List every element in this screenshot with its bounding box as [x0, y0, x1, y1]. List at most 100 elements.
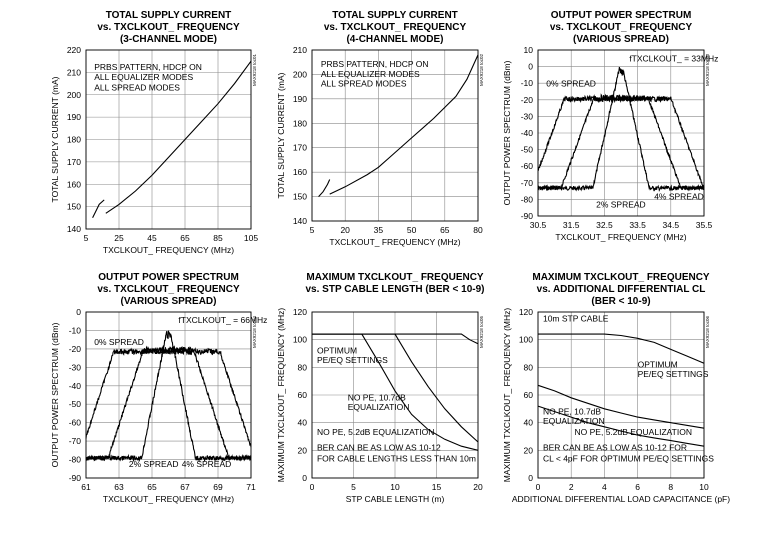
y-tick-label: -20 [69, 344, 82, 354]
annotation: BER CAN BE AS LOW AS 10-12 FOR [543, 442, 687, 452]
x-axis-label: TXCLKOUT_ FREQUENCY (MHz) [329, 237, 460, 247]
annotation: ALL EQUALIZER MODES [94, 72, 193, 82]
annotation: 0% SPREAD [94, 337, 144, 347]
x-axis-label: STP CABLE LENGTH (m) [346, 494, 445, 504]
chart-title-line: vs. TXCLKOUT_ FREQUENCY [550, 22, 693, 33]
y-tick-label: -90 [521, 211, 534, 221]
y-axis-label: TOTAL SUPPLY CURRENT (mA) [276, 72, 286, 198]
annotation: ALL EQUALIZER MODES [321, 69, 420, 79]
series-line-2 [329, 54, 479, 195]
y-tick-label: 0 [528, 473, 533, 483]
y-tick-label: -70 [69, 436, 82, 446]
x-tick-label: 0 [310, 482, 315, 492]
series-line-2 [537, 93, 705, 191]
chart-title-line: OUTPUT POWER SPECTRUM [551, 10, 692, 21]
y-axis-label: OUTPUT POWER SPECTRUM (dBm) [50, 322, 60, 467]
annotation: PRBS PATTERN, HDCP ON [321, 59, 429, 69]
annotation: OPTIMUM [638, 359, 678, 369]
chart-title-line: TOTAL SUPPLY CURRENT [332, 10, 458, 21]
y-tick-label: -80 [521, 194, 534, 204]
y-tick-label: 0 [302, 473, 307, 483]
y-tick-label: 170 [293, 143, 307, 153]
chart-title-line: (VARIOUS SPREAD) [121, 296, 217, 307]
x-tick-label: 30.5 [530, 220, 547, 230]
x-tick-label: 61 [81, 482, 91, 492]
series-line-2 [537, 384, 705, 429]
y-tick-label: -60 [69, 418, 82, 428]
x-tick-label: 32.5 [596, 220, 613, 230]
y-tick-label: 20 [298, 445, 308, 455]
figure-code: MAX9218 toc04 [252, 315, 257, 348]
y-tick-label: 150 [293, 192, 307, 202]
y-tick-label: 10 [524, 45, 534, 55]
chart-title-line: TOTAL SUPPLY CURRENT [106, 10, 232, 21]
x-tick-label: 5 [84, 233, 89, 243]
figure-code: MAX9218 toc01 [252, 53, 257, 86]
y-tick-label: 200 [293, 69, 307, 79]
x-tick-label: 65 [440, 225, 450, 235]
y-tick-label: -70 [521, 178, 534, 188]
x-tick-label: 63 [114, 482, 124, 492]
y-axis-label: TOTAL SUPPLY CURRENT (mA) [50, 76, 60, 202]
plot-frame [311, 49, 479, 222]
y-tick-label: -50 [521, 145, 534, 155]
y-tick-label: 210 [293, 45, 307, 55]
y-tick-label: 220 [67, 45, 81, 55]
annotation: NO PE, 10.7dB [348, 393, 406, 403]
y-tick-label: -20 [521, 95, 534, 105]
y-tick-label: -50 [69, 399, 82, 409]
chart-title-line: vs. ADDITIONAL DIFFERENTIAL CL [537, 284, 706, 295]
y-tick-label: 40 [524, 418, 534, 428]
y-tick-label: 210 [67, 67, 81, 77]
y-tick-label: 0 [76, 307, 81, 317]
y-tick-label: 120 [293, 307, 307, 317]
plot-frame [537, 311, 705, 479]
series-line-2 [85, 345, 252, 462]
y-tick-label: 180 [67, 135, 81, 145]
x-tick-label: 2 [569, 482, 574, 492]
y-tick-label: 60 [524, 390, 534, 400]
y-tick-label: -60 [521, 161, 534, 171]
x-tick-label: 6 [635, 482, 640, 492]
annotation: fTXCLKOUT_ = 33MHz [629, 54, 718, 64]
chart-title-line: vs. TXCLKOUT_ FREQUENCY [324, 22, 467, 33]
x-tick-label: 20 [473, 482, 483, 492]
x-tick-label: 35.5 [696, 220, 713, 230]
y-tick-label: 100 [519, 335, 533, 345]
series-line-1 [92, 199, 105, 219]
annotation: CL < 4pF FOR OPTIMUM PE/EQ SETTINGS [543, 453, 714, 463]
figure-code: MAX9218 toc02 [479, 53, 484, 86]
series-line-3 [312, 333, 479, 451]
plot-frame [85, 311, 252, 479]
y-tick-label: 140 [67, 224, 81, 234]
chart-title-line: vs. TXCLKOUT_ FREQUENCY [97, 284, 240, 295]
x-axis-label: TXCLKOUT_ FREQUENCY (MHz) [103, 245, 234, 255]
series-line-2 [312, 333, 479, 443]
figure-code: MAX9218 toc03 [705, 53, 710, 86]
x-tick-label: 34.5 [663, 220, 680, 230]
y-tick-label: 40 [298, 418, 308, 428]
y-tick-label: -10 [69, 325, 82, 335]
x-tick-label: 20 [340, 225, 350, 235]
series-line-3 [537, 405, 705, 447]
chart-title-line: MAXIMUM TXCLKOUT_ FREQUENCY [532, 272, 710, 283]
y-axis-label: OUTPUT POWER SPECTRUM (dBm) [502, 60, 512, 205]
y-tick-label: 160 [67, 179, 81, 189]
x-tick-label: 8 [668, 482, 673, 492]
x-tick-label: 5 [351, 482, 356, 492]
y-tick-label: -90 [69, 473, 82, 483]
y-tick-label: 160 [293, 167, 307, 177]
y-tick-label: 190 [67, 112, 81, 122]
y-tick-label: 100 [293, 335, 307, 345]
y-axis-label: MAXIMUM TXCLKOUT_ FREQUENCY (MHz) [276, 308, 286, 483]
annotation: PE/EQ SETTINGS [317, 355, 388, 365]
annotation: EQUALIZATION [348, 402, 410, 412]
chart-title-line: (BER < 10-9) [591, 296, 650, 307]
y-tick-label: 20 [524, 445, 534, 455]
x-tick-label: 5 [310, 225, 315, 235]
